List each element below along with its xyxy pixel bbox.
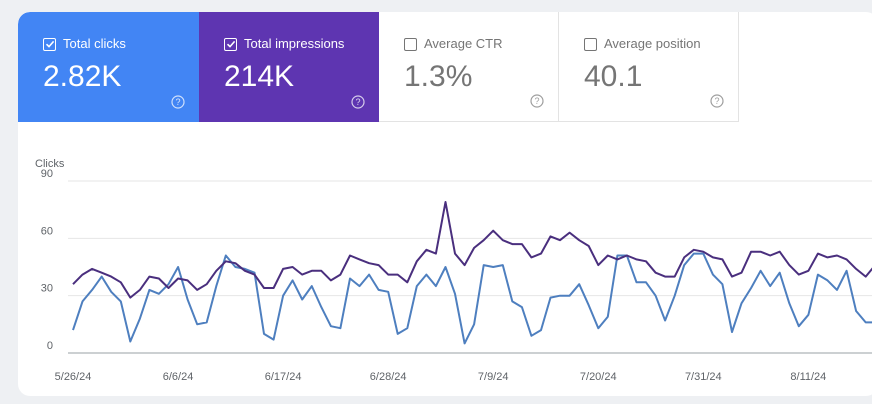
average-ctr-tile[interactable]: Average CTR 1.3% ?	[379, 12, 559, 122]
average-ctr-header: Average CTR	[404, 35, 558, 53]
total-impressions-header: Total impressions	[224, 35, 379, 53]
x-tick-label: 7/9/24	[478, 371, 509, 383]
average-position-header: Average position	[584, 35, 738, 53]
y-axis-title: Clicks	[35, 158, 65, 170]
average-position-label: Average position	[604, 36, 701, 51]
help-icon[interactable]: ?	[710, 94, 724, 108]
total-impressions-label: Total impressions	[244, 36, 345, 51]
total-impressions-tile[interactable]: Total impressions 214K ?	[199, 12, 379, 122]
x-tick-label: 6/6/24	[163, 371, 194, 383]
average-position-checkbox[interactable]	[584, 37, 597, 51]
average-ctr-label: Average CTR	[424, 36, 503, 51]
metric-tiles: Total clicks 2.82K ? Total impressions 2…	[18, 12, 872, 122]
y-tick-label: 0	[47, 340, 53, 352]
total-impressions-checkbox[interactable]	[224, 37, 237, 51]
clicks-series-line[interactable]	[72, 252, 872, 345]
average-ctr-checkbox[interactable]	[404, 37, 417, 51]
performance-card: Total clicks 2.82K ? Total impressions 2…	[18, 12, 872, 396]
check-icon	[226, 40, 235, 48]
svg-text:?: ?	[175, 97, 180, 107]
x-tick-label: 5/26/24	[55, 371, 92, 383]
x-tick-label: 6/17/24	[265, 371, 302, 383]
check-icon	[45, 40, 54, 48]
impressions-series-line[interactable]	[72, 201, 872, 299]
help-icon[interactable]: ?	[171, 95, 185, 109]
average-position-value: 40.1	[584, 60, 643, 93]
average-position-tile[interactable]: Average position 40.1 ?	[559, 12, 739, 122]
y-tick-label: 60	[41, 225, 53, 237]
x-tick-label: 7/31/24	[685, 371, 722, 383]
total-clicks-tile[interactable]: Total clicks 2.82K ?	[18, 12, 199, 122]
total-clicks-checkbox[interactable]	[43, 37, 56, 51]
total-impressions-value: 214K	[224, 60, 295, 93]
total-clicks-label: Total clicks	[63, 36, 126, 51]
x-tick-label: 6/28/24	[370, 371, 407, 383]
help-icon[interactable]: ?	[530, 94, 544, 108]
x-tick-label: 7/20/24	[580, 371, 617, 383]
x-tick-label: 8/11/24	[790, 371, 826, 383]
help-icon[interactable]: ?	[351, 95, 365, 109]
line-chart: Clicks 0 30 60 90 5/26/24 6/6/24 6/17/24 6/28/2…	[35, 158, 872, 383]
y-tick-label: 30	[41, 283, 53, 295]
average-ctr-value: 1.3%	[404, 60, 473, 93]
total-clicks-value: 2.82K	[43, 60, 122, 93]
svg-text:?: ?	[714, 96, 719, 106]
y-tick-label: 90	[41, 168, 53, 180]
svg-text:?: ?	[534, 96, 539, 106]
total-clicks-header: Total clicks	[43, 35, 199, 53]
svg-text:?: ?	[355, 97, 360, 107]
performance-chart: Clicks 0 30 60 90 5/26/24 6/6/24 6/17/24 6/28/2…	[18, 122, 872, 396]
